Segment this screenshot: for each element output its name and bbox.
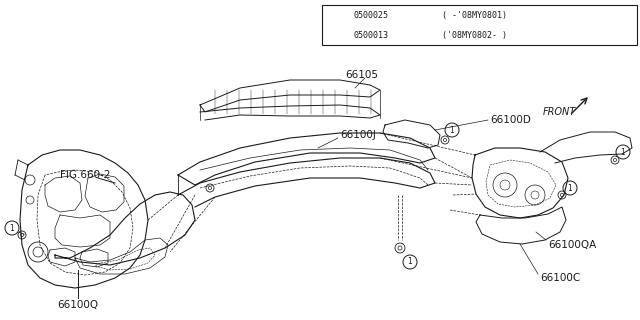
Text: 1: 1	[408, 258, 412, 267]
Text: 66100QA: 66100QA	[548, 240, 596, 250]
Text: 66100C: 66100C	[540, 273, 580, 283]
Text: 0500013: 0500013	[354, 30, 389, 39]
Bar	[322, 5, 637, 45]
Text: A660001396: A660001396	[534, 9, 592, 18]
Text: 1: 1	[568, 183, 572, 193]
Text: 0500025: 0500025	[354, 11, 389, 20]
Text: 66100D: 66100D	[490, 115, 531, 125]
Text: 1: 1	[450, 125, 454, 134]
Text: FIG.660-2: FIG.660-2	[60, 170, 111, 180]
Text: 66100J: 66100J	[340, 130, 376, 140]
Text: 1: 1	[10, 223, 14, 233]
Text: 1: 1	[621, 148, 625, 156]
Text: ( -'08MY0801): ( -'08MY0801)	[442, 11, 507, 20]
Text: ('08MY0802- ): ('08MY0802- )	[442, 30, 507, 39]
Text: 1: 1	[333, 20, 339, 29]
Text: 66100Q: 66100Q	[58, 300, 99, 310]
Text: 66105: 66105	[345, 70, 378, 80]
Text: FRONT: FRONT	[543, 107, 576, 117]
